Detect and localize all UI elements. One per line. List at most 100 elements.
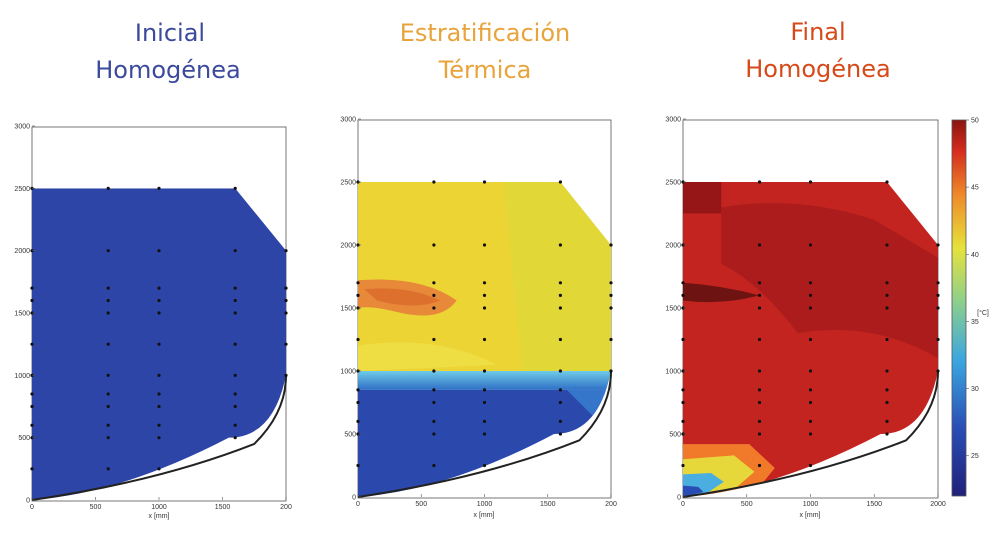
sensor-point [936, 293, 940, 297]
sensor-point [808, 463, 813, 468]
colorbar-tick-label: 25 [971, 453, 979, 460]
panel-3-dark-streak [683, 282, 760, 303]
sensor-point [30, 404, 34, 409]
sensor-point [808, 369, 813, 373]
sensor-point [157, 392, 161, 396]
sensor-point [482, 369, 487, 373]
x-tick-label: 1500 [866, 501, 882, 508]
sensor-point [432, 180, 436, 184]
sensor-point [482, 306, 487, 310]
sensor-point [284, 311, 288, 315]
sensor-point [482, 243, 487, 247]
sensor-point [885, 243, 889, 247]
sensor-point [106, 373, 110, 377]
sensor-point [106, 186, 110, 190]
sensor-point [30, 392, 34, 396]
sensor-point [233, 342, 237, 346]
y-tick-label: 1000 [340, 369, 356, 376]
sensor-point [808, 419, 813, 423]
sensor-point [681, 281, 685, 285]
sensor-point [233, 392, 237, 396]
sensor-point [30, 286, 34, 290]
y-tick-label: 1500 [340, 306, 356, 313]
sensor-point [885, 419, 889, 423]
y-tick-label: 3000 [665, 117, 681, 124]
sensor-point [106, 467, 110, 471]
sensor-point [106, 404, 110, 409]
sensor-point [106, 298, 110, 303]
panel-1-title-line-1: Inicial [135, 19, 205, 47]
colorbar-tick-label: 50 [971, 118, 979, 125]
sensor-point [558, 306, 563, 310]
panel-1-x-axis-label: x [mm] [149, 513, 170, 520]
y-tick-label: 0 [677, 495, 681, 502]
sensor-point [157, 436, 161, 440]
panel-3-sensors [681, 180, 940, 468]
x-tick-label: 200 [605, 501, 617, 508]
colorbar-tick-label: 35 [971, 319, 979, 326]
sensor-point [233, 298, 237, 303]
panel-final: Final Homogénea 0 500 1000 1500 2000 0 500 1000… [665, 18, 989, 519]
sensor-point [356, 281, 360, 285]
panel-3-field-clip [683, 182, 938, 497]
sensor-point [432, 432, 436, 436]
sensor-point [757, 432, 762, 436]
sensor-point [885, 432, 889, 436]
sensor-point [106, 392, 110, 396]
colorbar-label: [°C] [977, 309, 989, 317]
sensor-point [757, 369, 762, 373]
colorbar-ticks: 25 30 35 40 45 50 [966, 118, 979, 460]
sensor-point [356, 463, 360, 468]
sensor-point [106, 286, 110, 290]
sensor-point [30, 342, 34, 346]
sensor-point [157, 373, 161, 377]
y-tick-label: 2000 [14, 248, 30, 255]
sensor-point [936, 306, 940, 310]
sensor-point [936, 243, 940, 247]
sensor-point [936, 281, 940, 285]
panel-1-title-line-2: Homogénea [95, 56, 240, 84]
sensor-point [609, 369, 613, 373]
panel-2-vessel-wall [357, 370, 612, 498]
sensor-point [106, 436, 110, 440]
sensor-point [681, 388, 685, 392]
sensor-point [757, 306, 762, 310]
sensor-point [432, 388, 436, 392]
sensor-point [284, 286, 288, 290]
sensor-point [106, 249, 110, 253]
x-tick-label: 500 [415, 501, 427, 508]
sensor-point [808, 400, 813, 405]
sensor-point [356, 419, 360, 423]
panel-3-dark-region [721, 203, 938, 359]
sensor-point [885, 400, 889, 405]
sensor-point [356, 337, 360, 342]
sensor-point [757, 419, 762, 423]
sensor-point [936, 337, 940, 342]
sensor-point [482, 463, 487, 468]
sensor-point [757, 337, 762, 342]
sensor-point [157, 186, 161, 190]
y-tick-label: 500 [669, 432, 681, 439]
sensor-point [432, 369, 436, 373]
panel-2-x-axis-label: x [mm] [474, 512, 495, 519]
panel-stratified: Estratificación Térmica 0 500 1000 1500 2000… [340, 19, 617, 519]
sensor-point [558, 432, 563, 436]
sensor-point [284, 342, 288, 346]
panel-2-layer-gradient [358, 371, 611, 390]
sensor-point [885, 337, 889, 342]
sensor-point [558, 419, 563, 423]
colorbar-tick-label: 30 [971, 386, 979, 393]
x-tick-label: 200 [280, 504, 292, 511]
sensor-point [885, 281, 889, 285]
x-tick-label: 0 [681, 501, 685, 508]
sensor-point [609, 337, 613, 342]
sensor-point [808, 243, 813, 247]
sensor-point [757, 463, 762, 468]
sensor-point [233, 436, 237, 440]
sensor-point [30, 423, 34, 427]
sensor-point [482, 337, 487, 342]
sensor-point [432, 281, 436, 285]
sensor-point [885, 306, 889, 310]
